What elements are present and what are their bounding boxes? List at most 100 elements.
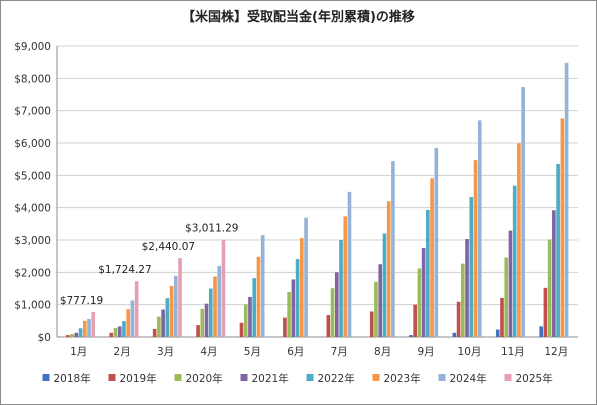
- bar: [213, 276, 217, 337]
- legend-label: 2024年: [450, 372, 487, 385]
- bar: [126, 309, 130, 337]
- legend-label: 2021年: [252, 372, 289, 385]
- bar: [500, 297, 504, 337]
- bar: [66, 335, 70, 337]
- y-tick-label: $0: [38, 332, 51, 344]
- bar: [130, 300, 135, 337]
- bar: [248, 296, 252, 337]
- bar: [469, 196, 474, 337]
- legend-swatch: [174, 374, 182, 381]
- bar: [426, 209, 430, 337]
- bar: [260, 235, 265, 337]
- bar: [413, 304, 417, 337]
- bar: [504, 257, 509, 337]
- y-tick-label: $5,000: [14, 170, 51, 182]
- data-label: $777.19: [60, 295, 103, 307]
- x-tick-label: 1月: [70, 346, 87, 358]
- x-tick-label: 2月: [114, 346, 131, 358]
- bar: [391, 161, 395, 337]
- bar: [521, 87, 525, 338]
- y-tick-label: $7,000: [14, 106, 51, 118]
- legend-swatch: [372, 374, 380, 381]
- bar: [122, 321, 126, 337]
- bar: [452, 332, 457, 337]
- x-axis: 1月 2月 3月 4月 5月 6月 7月 8月 9月 10月 11月 12月: [70, 346, 568, 358]
- y-tick-label: $4,000: [14, 203, 51, 215]
- bar: [339, 240, 343, 337]
- bar: [378, 264, 383, 337]
- bar: [243, 304, 248, 337]
- legend-swatch: [108, 374, 116, 381]
- bar: [421, 248, 426, 337]
- legend-label: 2022年: [318, 372, 355, 385]
- bar: [326, 315, 331, 337]
- bar: [161, 309, 165, 337]
- data-label: $2,440.07: [142, 241, 195, 253]
- bar: [495, 329, 500, 337]
- bar: [174, 275, 178, 337]
- bar: [434, 147, 439, 337]
- bar: [382, 233, 387, 337]
- bar: [517, 143, 521, 337]
- x-tick-label: 10月: [458, 346, 482, 358]
- x-tick-label: 9月: [417, 346, 434, 358]
- bar: [560, 118, 565, 337]
- bar: [539, 326, 543, 337]
- chart-title: 【米国株】受取配当金(年別累積)の推移: [182, 10, 415, 25]
- bar: [334, 272, 339, 337]
- bar: [87, 318, 91, 337]
- y-tick-label: $1,000: [14, 300, 51, 312]
- bar: [252, 278, 257, 337]
- bar: [374, 281, 378, 337]
- legend-swatch: [240, 374, 248, 381]
- bar: [283, 317, 287, 337]
- legend-label: 2023年: [384, 372, 421, 385]
- bar: [113, 327, 118, 337]
- data-label: $3,011.29: [185, 223, 238, 235]
- x-tick-label: 8月: [374, 346, 391, 358]
- gridlines: [57, 45, 578, 338]
- x-tick-label: 7月: [331, 346, 348, 358]
- bar: [300, 238, 304, 337]
- bar: [178, 258, 182, 337]
- bar: [70, 334, 74, 337]
- legend-label: 2019年: [120, 372, 157, 385]
- bar: [91, 311, 96, 337]
- bar: [552, 210, 556, 337]
- legend-swatch: [306, 374, 314, 381]
- x-tick-label: 4月: [200, 346, 217, 358]
- bar: [465, 239, 469, 337]
- legend-swatch: [438, 374, 446, 381]
- y-tick-label: $9,000: [14, 41, 51, 53]
- bar: [556, 164, 560, 337]
- bar: [221, 239, 226, 337]
- legend: 2018年 2019年 2020年 2021年 2022年 2023年 2024年 2025年: [42, 372, 553, 385]
- bar: [152, 328, 157, 337]
- legend-label: 2020年: [186, 372, 223, 385]
- data-labels: $777.19 $1,724.27 $2,440.07 $3,011.29: [60, 223, 239, 307]
- bar: [196, 325, 200, 337]
- bar: [304, 217, 308, 337]
- x-tick-label: 3月: [157, 346, 174, 358]
- bar: [456, 301, 461, 337]
- bar: [477, 120, 482, 337]
- y-tick-label: $6,000: [14, 138, 51, 150]
- bar: [430, 178, 434, 337]
- bar: [109, 332, 114, 337]
- x-tick-label: 12月: [544, 346, 568, 358]
- bar: [74, 332, 79, 337]
- bar: [256, 256, 261, 337]
- bar: [82, 320, 87, 337]
- bar: [291, 279, 296, 337]
- bars: [66, 62, 569, 338]
- bar: [330, 288, 335, 337]
- bar: [204, 303, 209, 337]
- bar: [409, 335, 413, 337]
- bar: [78, 328, 83, 337]
- bar: [543, 287, 548, 337]
- bar: [460, 263, 465, 337]
- bar: [547, 239, 552, 337]
- bar: [200, 308, 205, 337]
- bar: [117, 326, 122, 337]
- bar: [208, 288, 213, 337]
